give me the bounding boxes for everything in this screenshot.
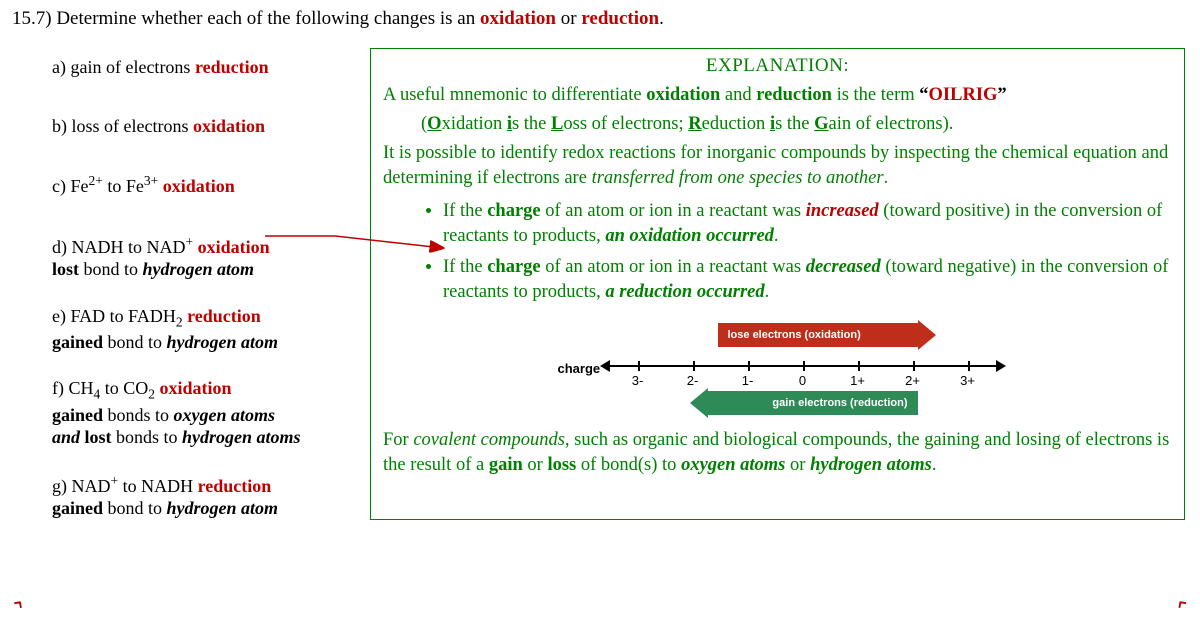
item-a: a) gain of electrons reduction [52,56,362,79]
item-a-label: a) gain of electrons [52,57,190,77]
q-number: 15.7) [12,8,52,29]
item-b: b) loss of electrons oxidation [52,115,362,138]
q-prompt-pre: Determine whether each of the following … [56,8,480,29]
q-period: . [659,8,664,29]
oxidation-arrow: lose electrons (oxidation) [718,323,918,347]
connector-arrow-icon [265,230,450,260]
explain-p3: It is possible to identify redox reactio… [383,141,1172,191]
explain-title: EXPLANATION: [383,55,1172,77]
item-f: f) CH4 to CO2 oxidation gained bonds to … [52,377,362,448]
item-e: e) FAD to FADH2 reduction gained bond to… [52,305,362,354]
explain-p2: (Oxidation is the Loss of electrons; Red… [383,112,1172,137]
explain-p4: For covalent compounds, such as organic … [383,428,1172,478]
bullet-oxidation: If the charge of an atom or ion in a rea… [443,199,1172,249]
explain-bullets: If the charge of an atom or ion in a rea… [443,199,1172,305]
q-red: reduction [581,8,659,29]
item-c-answer: oxidation [163,176,235,196]
corner-mark-right-icon: ⌃ [1170,593,1200,625]
items-column: a) gain of electrons reduction b) loss o… [12,48,362,520]
item-f-answer: oxidation [160,378,232,398]
q-or: or [556,8,581,29]
charge-axis-label: charge [558,361,601,376]
corner-mark-left-icon: ⌃ [0,593,30,625]
explanation-box: EXPLANATION: A useful mnemonic to differ… [370,48,1185,520]
q-ox: oxidation [480,8,556,29]
reduction-arrow: gain electrons (reduction) [708,391,918,415]
item-d-answer: oxidation [198,237,270,257]
item-g: g) NAD+ to NADH reduction gained bond to… [52,473,362,520]
item-b-label: b) loss of electrons [52,116,188,136]
item-e-answer: reduction [187,306,261,326]
charge-diagram: lose electrons (oxidation) charge 3- 2- … [548,313,1008,418]
item-g-answer: reduction [198,476,272,496]
item-a-answer: reduction [195,57,269,77]
item-c: c) Fe2+ to Fe3+ oxidation [52,173,362,198]
question-header: 15.7) Determine whether each of the foll… [12,8,1188,30]
explain-p1: A useful mnemonic to differentiate oxida… [383,83,1172,108]
bullet-reduction: If the charge of an atom or ion in a rea… [443,255,1172,305]
item-b-answer: oxidation [193,116,265,136]
